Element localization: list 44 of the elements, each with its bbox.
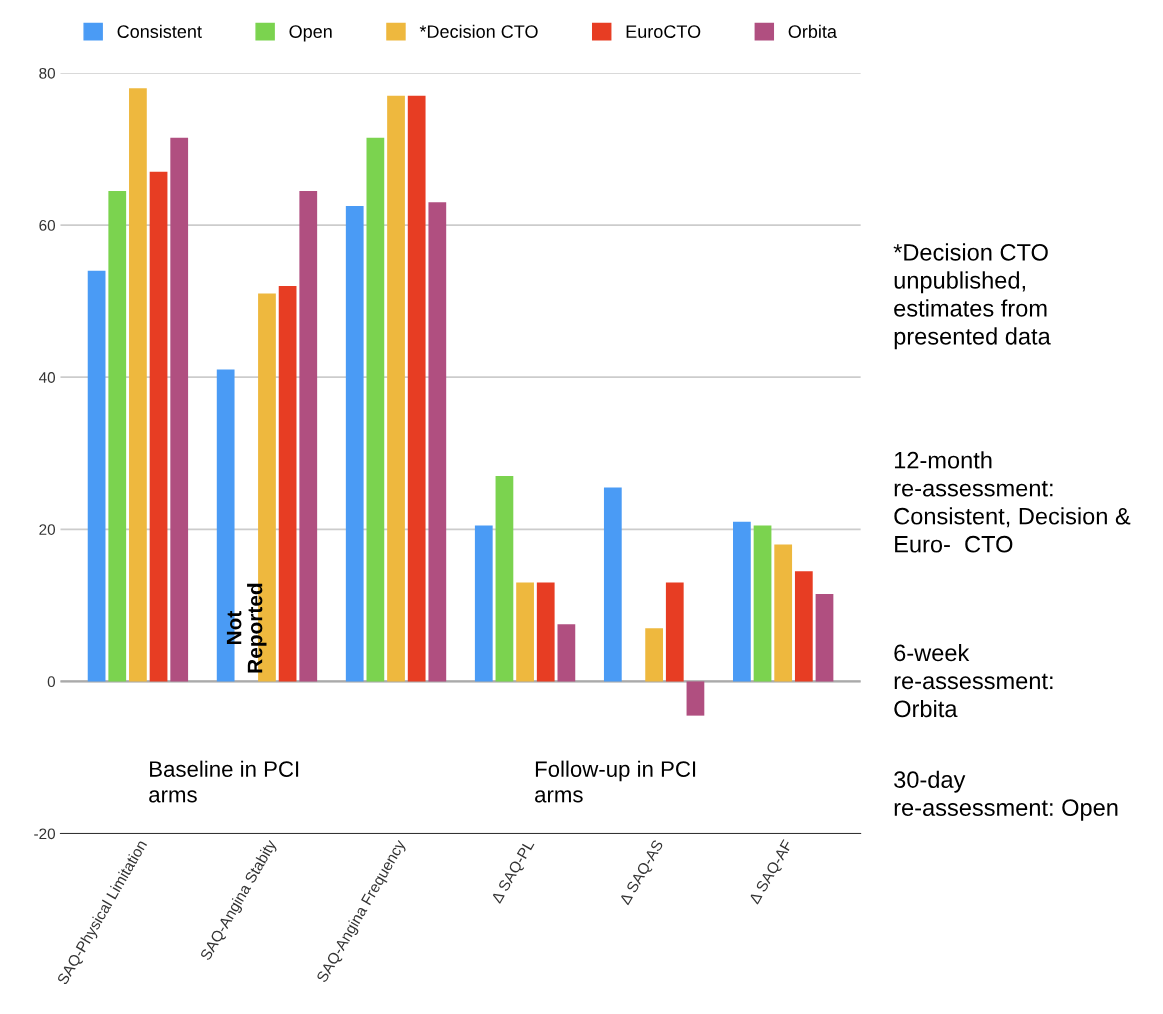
text: *Decision CTO unpublished, estimates from presented data — [893, 243, 1051, 350]
y-tick-label: 80 — [39, 67, 56, 79]
text: 6-week re-assessment: Orbita — [894, 643, 1053, 718]
bar — [733, 521, 751, 682]
bar — [87, 270, 106, 682]
bar — [366, 137, 385, 682]
bar — [170, 137, 189, 682]
legend-label: Consistent — [117, 24, 202, 38]
bar — [345, 206, 364, 682]
bar — [603, 487, 622, 682]
bar — [557, 624, 576, 682]
bar — [428, 202, 447, 682]
legend-label: *Decision CTO — [419, 24, 538, 38]
bar — [516, 582, 534, 682]
y-tick-label: 0 — [47, 676, 56, 688]
legend-label: EuroCTO — [626, 25, 701, 38]
text: 30-day re-assessment: Open — [894, 770, 1118, 821]
bar — [815, 593, 834, 682]
y-tick-label: 20 — [39, 524, 56, 535]
text: 12-month re-assessment: Consistent, Decision & Euro- CTO — [894, 451, 1131, 553]
bar — [495, 476, 514, 682]
bar — [129, 88, 147, 682]
bar — [407, 95, 426, 682]
bar — [149, 171, 168, 682]
bar — [774, 544, 793, 682]
legend-label: Orbita — [788, 24, 837, 38]
bar — [299, 190, 318, 682]
annotation: Baseline in PCI arms — [149, 760, 299, 803]
bar — [278, 285, 297, 682]
bar — [794, 571, 813, 682]
bar — [387, 95, 405, 682]
bar — [536, 582, 555, 682]
y-tick-label: 40 — [38, 372, 56, 383]
annotation: Follow-up in PCI arms — [535, 760, 696, 803]
bar — [108, 190, 127, 682]
y-tick-label: 60 — [39, 219, 56, 231]
annotation: Not Reported — [226, 583, 267, 673]
y-tick-label: -20 — [34, 828, 56, 840]
bar — [474, 525, 493, 682]
bar — [645, 628, 664, 682]
bar — [665, 582, 684, 682]
legend-label: Open — [289, 25, 332, 42]
bar — [686, 681, 705, 716]
bar — [753, 525, 772, 682]
